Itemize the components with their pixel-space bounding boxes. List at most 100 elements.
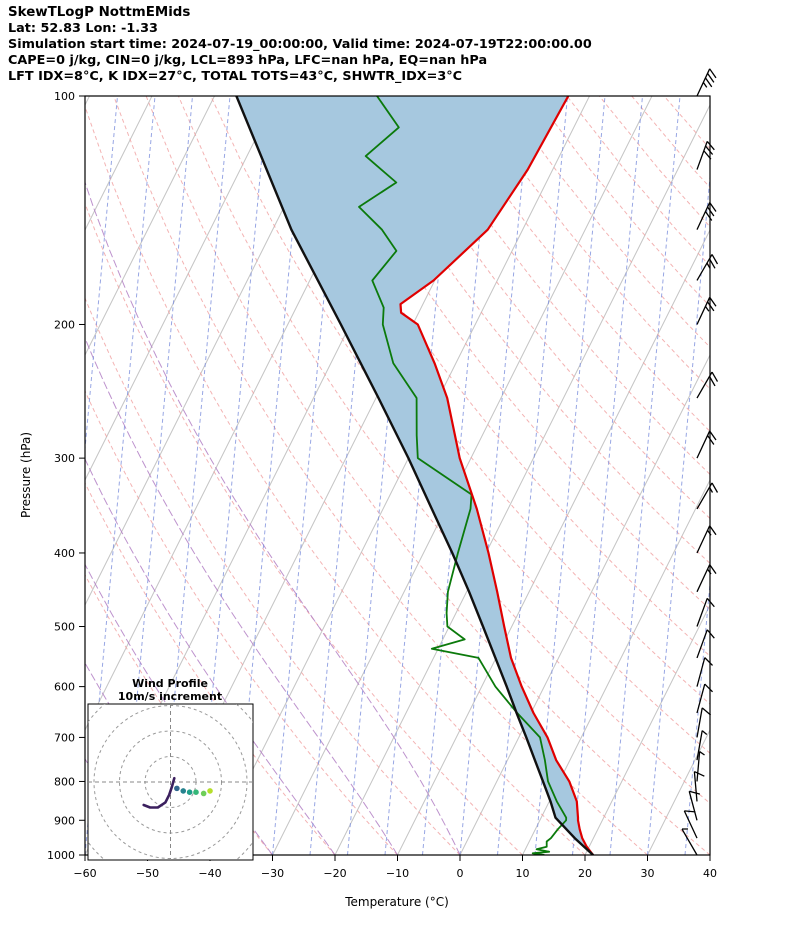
wind-barb <box>696 683 714 714</box>
inset-title-line1: Wind Profile <box>132 677 208 690</box>
wind-barbs-group <box>681 68 719 856</box>
wind-barb-staff <box>696 68 711 97</box>
x-tick-label: −30 <box>261 867 284 880</box>
mixing-ratio-line <box>572 96 643 855</box>
isotherm-line <box>85 96 90 107</box>
wind-barb <box>696 430 717 459</box>
isotherm-line <box>209 96 590 855</box>
wind-barb-half-tick <box>701 730 708 735</box>
isotherm-line <box>709 853 710 855</box>
wind-barb-staff <box>696 202 711 230</box>
dry-adiabat-line <box>631 96 710 189</box>
isotherm-line <box>85 96 278 482</box>
wind-barb-full-tick <box>704 683 714 693</box>
wind-barb-half-tick <box>707 568 712 575</box>
wind-barb-full-tick <box>711 482 719 493</box>
mixing-ratio-line <box>723 96 793 855</box>
wind-barb-staff <box>681 828 698 856</box>
dry-adiabat-line <box>85 201 523 855</box>
wind-barb <box>696 751 705 782</box>
y-tick-label: 500 <box>54 621 75 634</box>
moist-adiabat-line <box>85 336 398 855</box>
dry-adiabat-line <box>85 105 586 855</box>
wind-barb-full-tick <box>709 296 717 307</box>
mixing-ratio-line <box>459 96 531 855</box>
wind-barb-full-tick <box>708 376 716 387</box>
wind-barb-staff <box>696 657 706 687</box>
temperature-line <box>399 96 594 855</box>
y-tick-label: 200 <box>54 318 75 331</box>
wind-barb <box>696 296 717 325</box>
wind-barb-staff <box>696 525 711 554</box>
y-tick-label: 700 <box>54 731 75 744</box>
wind-barb <box>681 828 698 856</box>
mixing-ratio-line <box>497 96 568 855</box>
wind-barb-full-tick <box>706 140 715 151</box>
hodograph-trace <box>142 776 176 809</box>
x-tick-label: −20 <box>323 867 346 880</box>
wind-barb <box>696 254 719 281</box>
y-axis-label: Pressure (hPa) <box>19 432 33 518</box>
wind-barb-half-tick <box>706 262 711 269</box>
dry-adiabat-line <box>404 96 710 476</box>
wind-barb-full-tick <box>689 790 701 795</box>
dry-adiabat-line <box>113 96 648 855</box>
wind-barb-full-tick <box>709 202 717 212</box>
axes-frame-group: −60 −50 −40 −30 −20 −10 0 10 20 30 40 100 200 300 400 5… <box>47 90 717 880</box>
hodograph-dot <box>174 785 180 792</box>
wind-barb <box>696 482 719 510</box>
wind-barb-full-tick <box>704 657 714 666</box>
wind-barb-full-tick <box>703 150 712 160</box>
wind-barb-half-tick <box>708 486 714 493</box>
indices-line-2: LFT IDX=8°C, K IDX=27°C, TOTAL TOTS=43°C… <box>8 69 462 84</box>
wind-barb-staff <box>696 430 711 459</box>
sim-time-line: Simulation start time: 2024-07-19_00:00:… <box>8 37 592 52</box>
dry-adiabat-line <box>598 96 710 228</box>
cin-shaded-area <box>236 96 594 855</box>
sounding-profiles-group <box>235 96 594 855</box>
x-tick-label: 10 <box>516 867 530 880</box>
hodograph-inset-group <box>87 703 254 861</box>
wind-barb-half-tick <box>704 305 710 312</box>
wind-barb-full-tick <box>711 254 719 265</box>
wind-barb <box>696 730 708 761</box>
wind-barb-half-tick <box>707 529 712 536</box>
x-tick-label: 20 <box>578 867 592 880</box>
isotherm-line <box>334 103 710 855</box>
wind-barb <box>688 790 701 821</box>
isotherm-line <box>459 353 710 855</box>
wind-barb-staff <box>696 730 703 761</box>
latlon-line: Lat: 52.83 Lon: -1.33 <box>8 21 158 36</box>
y-tick-label: 800 <box>54 775 75 788</box>
wind-barb-staff <box>696 683 706 714</box>
wind-barb-staff <box>696 564 711 593</box>
mixing-ratio-line <box>347 96 418 855</box>
wind-barb-half-tick <box>699 751 705 756</box>
wind-barb-full-tick <box>705 145 714 155</box>
y-tick-label: 100 <box>54 90 75 103</box>
y-tick-label: 400 <box>54 547 75 560</box>
dry-adiabat-line <box>177 96 710 805</box>
isotherm-line <box>85 96 215 357</box>
hodograph-dot <box>193 789 199 795</box>
mixing-ratio-line <box>534 96 606 855</box>
wind-barb <box>696 68 717 97</box>
wind-barb <box>696 597 715 627</box>
isotherm-line <box>85 96 153 232</box>
mixing-ratio-line <box>609 96 681 855</box>
wind-barb-full-tick <box>707 206 715 217</box>
y-tick-label: 900 <box>54 814 75 827</box>
y-tick-label: 600 <box>54 681 75 694</box>
dry-adiabat-line <box>436 96 710 433</box>
wind-barb-full-tick <box>684 810 696 813</box>
x-tick-label: 30 <box>641 867 655 880</box>
y-tick-label: 1000 <box>47 849 75 862</box>
wind-barb-full-tick <box>706 629 715 639</box>
dry-adiabat-line <box>534 96 710 307</box>
wind-barb <box>696 629 715 659</box>
hodograph-rings-group <box>88 704 253 860</box>
wind-barb <box>696 202 717 230</box>
wind-barb-full-tick <box>709 430 717 441</box>
